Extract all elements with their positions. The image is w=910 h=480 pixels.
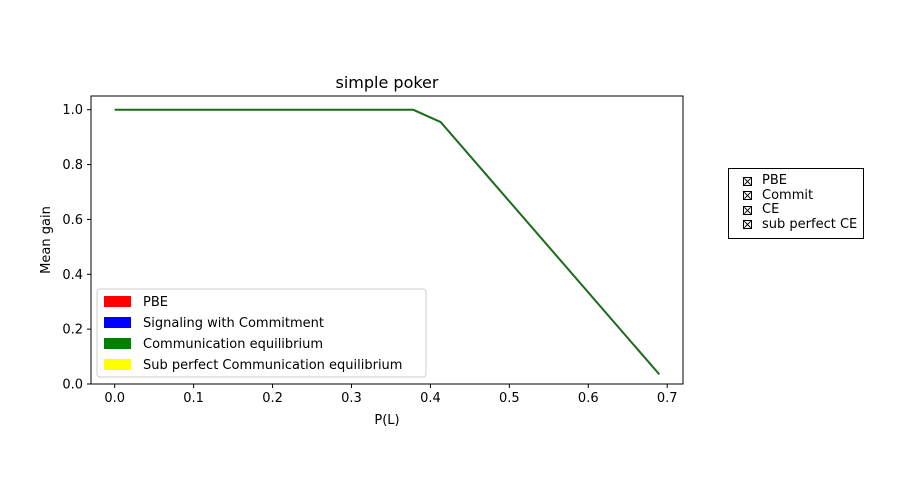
x-tick-label: 0.2 xyxy=(262,391,283,406)
series-line-communication-equilibrium xyxy=(114,108,661,376)
toggle-sub-perfect-ce[interactable]: sub perfect CE xyxy=(743,216,863,233)
legend-swatch xyxy=(104,338,131,349)
chart-title: simple poker xyxy=(336,73,439,92)
legend-label: Signaling with Commitment xyxy=(143,316,324,331)
y-tick-label: 0.2 xyxy=(62,323,83,338)
x-tick-label: 0.0 xyxy=(104,391,125,406)
toggle-legend: PBE Commit CE sub perfect CE xyxy=(728,168,864,239)
x-tick-label: 0.5 xyxy=(499,391,520,406)
toggle-label: Commit xyxy=(762,187,814,203)
toggle-label: CE xyxy=(762,202,780,217)
toggle-label: sub perfect CE xyxy=(762,216,858,232)
checkbox-icon[interactable] xyxy=(743,191,752,201)
x-tick-label: 0.6 xyxy=(578,391,599,406)
legend-label: PBE xyxy=(143,295,168,310)
toggle-ce[interactable]: CE xyxy=(743,202,863,218)
x-tick-label: 0.1 xyxy=(183,391,204,406)
x-tick-label: 0.7 xyxy=(657,391,678,406)
legend-box xyxy=(96,288,427,378)
y-axis-label: Mean gain xyxy=(39,206,54,274)
checkbox-icon[interactable] xyxy=(743,220,752,230)
y-tick-label: 0.4 xyxy=(62,268,83,283)
legend-label: Communication equilibrium xyxy=(143,337,323,352)
toggle-commit[interactable]: Commit xyxy=(743,187,863,204)
toggle-pbe[interactable]: PBE xyxy=(743,173,863,189)
y-tick-label: 1.0 xyxy=(62,103,83,118)
x-tick-label: 0.3 xyxy=(341,391,362,406)
checkbox-icon[interactable] xyxy=(743,205,752,215)
x-axis-label: P(L) xyxy=(374,413,399,428)
toggle-label: PBE xyxy=(762,173,787,188)
legend-swatch xyxy=(104,317,131,328)
checkbox-icon[interactable] xyxy=(743,176,752,186)
y-tick-label: 0.8 xyxy=(62,158,83,173)
x-tick-label: 0.4 xyxy=(420,391,441,406)
y-tick-label: 0.6 xyxy=(62,213,83,228)
legend-swatch xyxy=(104,359,131,370)
legend-label: Sub perfect Communication equilibrium xyxy=(143,358,402,373)
y-tick-label: 0.0 xyxy=(62,378,83,393)
legend-swatch xyxy=(104,296,131,307)
